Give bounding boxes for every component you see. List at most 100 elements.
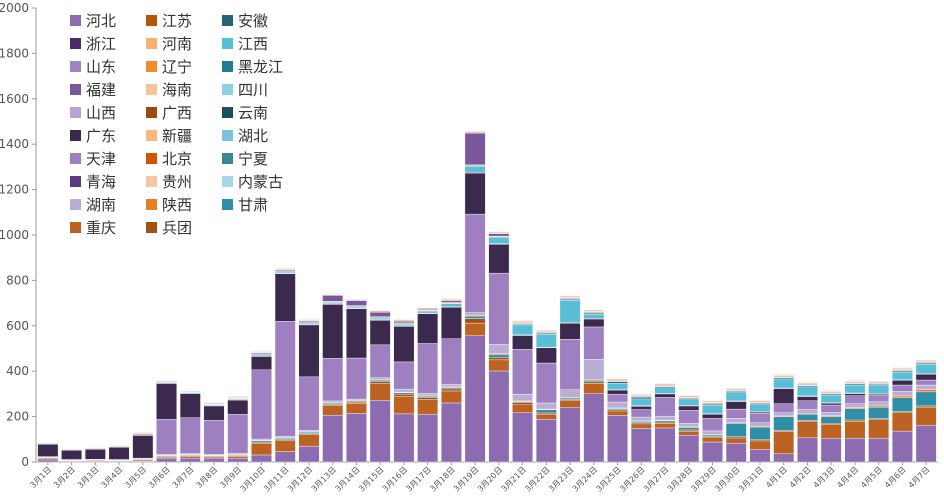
bar-segment: [298, 376, 320, 431]
bar-segment: [797, 396, 818, 401]
bar-segment: [393, 388, 415, 393]
bar-segment: [844, 420, 866, 439]
bar-stack: [132, 432, 154, 463]
bar-segment: [797, 421, 818, 438]
bar-segment: [417, 395, 439, 398]
bar-segment: [464, 318, 486, 324]
bar-stack: [607, 378, 628, 463]
bar-segment: [868, 380, 890, 382]
legend-label: 河北: [86, 12, 116, 30]
bar-segment: [678, 399, 700, 406]
legend-label: 宁夏: [238, 150, 268, 168]
bar-stack: [844, 380, 866, 463]
legend-swatch: [222, 199, 233, 210]
legend-item: 福建: [70, 81, 116, 99]
bar-segment: [583, 393, 605, 463]
bar-segment: [346, 398, 367, 401]
bar-segment: [298, 434, 320, 447]
bar-stack: [559, 295, 581, 463]
bar-segment: [891, 371, 913, 380]
bar-segment: [298, 318, 320, 320]
bar-segment: [203, 458, 225, 463]
legend-label: 兵团: [162, 219, 192, 237]
bar-stack: [227, 395, 249, 463]
x-tick-label: 3月11日: [262, 465, 290, 493]
legend-item: 新疆: [146, 127, 192, 145]
bar-stack: [298, 318, 320, 463]
legend-label: 广西: [162, 104, 192, 122]
x-axis: 3月1日3月2日3月3日3月4日3月5日3月6日3月7日3月8日3月9日3月10…: [28, 461, 938, 494]
legend-label: 山西: [86, 104, 116, 122]
legend-item: 内蒙古: [222, 173, 283, 191]
bar-segment: [868, 437, 890, 463]
bar-segment: [702, 441, 723, 463]
bar-stack: [773, 374, 795, 463]
bar-segment: [559, 397, 581, 400]
bar-segment: [346, 300, 367, 306]
bar-stack: [488, 231, 510, 463]
bar-segment: [346, 308, 367, 359]
bar-segment: [725, 423, 747, 438]
bar-stack: [84, 447, 106, 463]
bar-segment: [654, 420, 676, 423]
bar-segment: [464, 213, 486, 313]
bar-segment: [678, 422, 700, 428]
bar-stack: [868, 380, 890, 463]
x-tick-label: 3月2日: [52, 465, 77, 490]
legend-swatch: [70, 130, 81, 141]
legend-swatch: [70, 84, 81, 95]
bar-segment: [369, 379, 391, 382]
bar-segment: [702, 434, 723, 437]
bar-segment: [156, 458, 177, 463]
bar-stack: [274, 267, 296, 463]
bar-segment: [440, 298, 462, 300]
bar-segment: [702, 437, 723, 443]
bar-segment: [488, 237, 510, 244]
bar-segment: [369, 381, 391, 384]
bar-segment: [440, 388, 462, 392]
bar-stack: [156, 379, 177, 463]
x-tick-label: 3月18日: [428, 465, 456, 493]
bar-segment: [891, 397, 913, 412]
bar-segment: [393, 393, 415, 397]
legend-item: 重庆: [70, 219, 116, 237]
bar-segment: [464, 166, 486, 173]
bar-stack: [108, 445, 130, 463]
bar-segment: [440, 300, 462, 303]
bar-segment: [820, 394, 842, 403]
bar-segment: [820, 437, 842, 463]
bar-segment: [369, 311, 391, 317]
legend-label: 北京: [162, 150, 192, 168]
bar-segment: [84, 449, 106, 460]
legend-item: 黑龙江: [222, 58, 283, 76]
bar-segment: [583, 314, 605, 319]
legend-swatch: [70, 61, 81, 72]
legend-item: 甘肃: [222, 196, 268, 214]
bar-segment: [417, 313, 439, 344]
bar-stack: [654, 383, 676, 463]
y-tick-label: 400: [6, 364, 29, 378]
bar-segment: [797, 409, 818, 414]
bar-segment: [227, 414, 249, 454]
y-axis: 0 200 400 600 800 1000 1200 1400 1600 1800 2000: [0, 1, 37, 469]
y-tick-label: 1200: [0, 183, 29, 197]
legend-swatch: [146, 15, 157, 26]
x-tick-label: 4月1日: [764, 465, 789, 490]
bar-segment: [440, 402, 462, 463]
bar-segment: [274, 451, 296, 463]
bar-segment: [654, 427, 676, 463]
bar-stack: [702, 400, 723, 463]
x-tick-label: 3月23日: [547, 465, 575, 493]
bar-segment: [156, 457, 177, 460]
bar-segment: [535, 419, 557, 463]
y-tick-label: 2000: [0, 1, 29, 15]
bar-segment: [322, 400, 344, 403]
legend-label: 安徽: [238, 12, 268, 30]
bar-segment: [915, 359, 937, 361]
x-tick-label: 3月16日: [381, 465, 409, 493]
legend-item: 湖北: [222, 127, 268, 145]
y-tick-label: 1000: [0, 228, 29, 242]
legend-item: 兵团: [146, 219, 192, 237]
bar-segment: [274, 438, 296, 440]
bar-segment: [702, 430, 723, 435]
